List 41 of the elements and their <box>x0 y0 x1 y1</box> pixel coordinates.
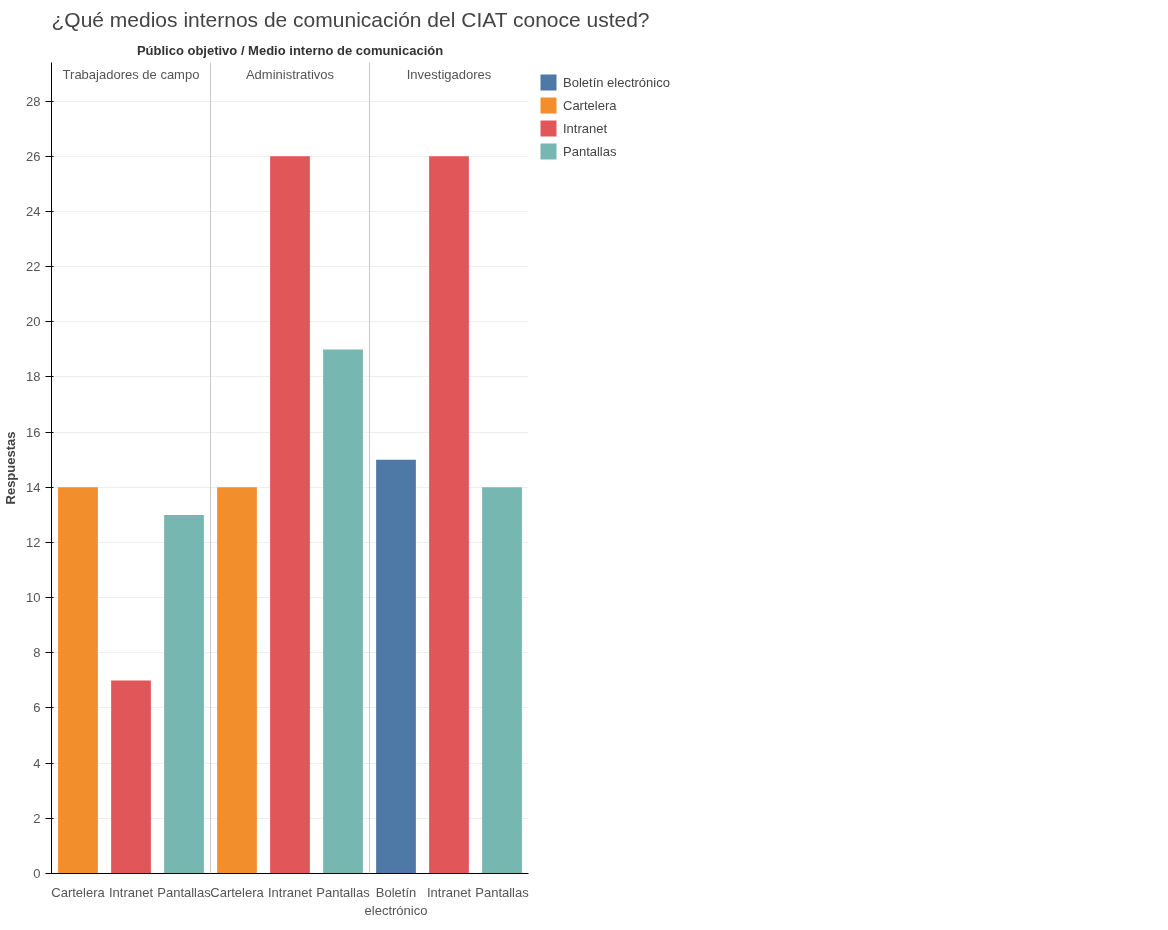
legend-label: Cartelera <box>563 97 617 113</box>
bar <box>376 459 416 874</box>
y-tick-label: 26 <box>26 148 41 164</box>
y-tick-label: 18 <box>26 369 41 385</box>
y-tick-label: 20 <box>26 314 41 330</box>
bar <box>111 680 151 874</box>
y-tick-label: 22 <box>26 259 41 275</box>
y-tick-label: 28 <box>26 93 41 109</box>
y-tick-label: 14 <box>26 479 41 495</box>
bar <box>164 514 204 874</box>
legend-label: Intranet <box>563 120 608 136</box>
x-tick-label: Intranet <box>108 884 154 900</box>
bar <box>323 349 363 874</box>
y-tick-label: 24 <box>26 203 41 219</box>
y-tick-label: 8 <box>33 645 41 661</box>
annotation: Investigadores <box>406 66 492 82</box>
bar <box>58 487 98 874</box>
y-tick-label: 2 <box>33 810 41 826</box>
x-tick-label: Pantallas <box>475 884 530 900</box>
x-tick-label: Cartelera <box>51 884 106 900</box>
text: Público objetivo / Medio interno de comunicación <box>136 42 444 58</box>
y-axis-title: Respuestas <box>3 431 19 505</box>
x-tick-label: Pantallas <box>316 884 371 900</box>
y-tick-label: 16 <box>26 424 41 440</box>
bar <box>429 156 469 874</box>
bar <box>270 156 310 874</box>
annotation: Trabajadores de campo <box>62 66 200 82</box>
x-tick-label: Cartelera <box>210 884 265 900</box>
y-tick-label: 12 <box>26 534 41 550</box>
y-tick-label: 4 <box>33 755 41 771</box>
bar <box>482 487 522 874</box>
x-tick-label: Intranet <box>267 884 313 900</box>
legend-label: Pantallas <box>563 143 617 159</box>
x-tick-label: Intranet <box>426 884 472 900</box>
y-tick-label: 6 <box>33 700 41 716</box>
legend-label: Boletín electrónico <box>563 74 670 90</box>
y-tick-label: 0 <box>33 866 41 881</box>
annotation: Administrativos <box>245 66 335 82</box>
bar <box>217 487 257 874</box>
chart-title: ¿Qué medios internos de comunicación del CIAT conoce usted? <box>51 7 650 31</box>
y-tick-label: 10 <box>26 590 41 606</box>
